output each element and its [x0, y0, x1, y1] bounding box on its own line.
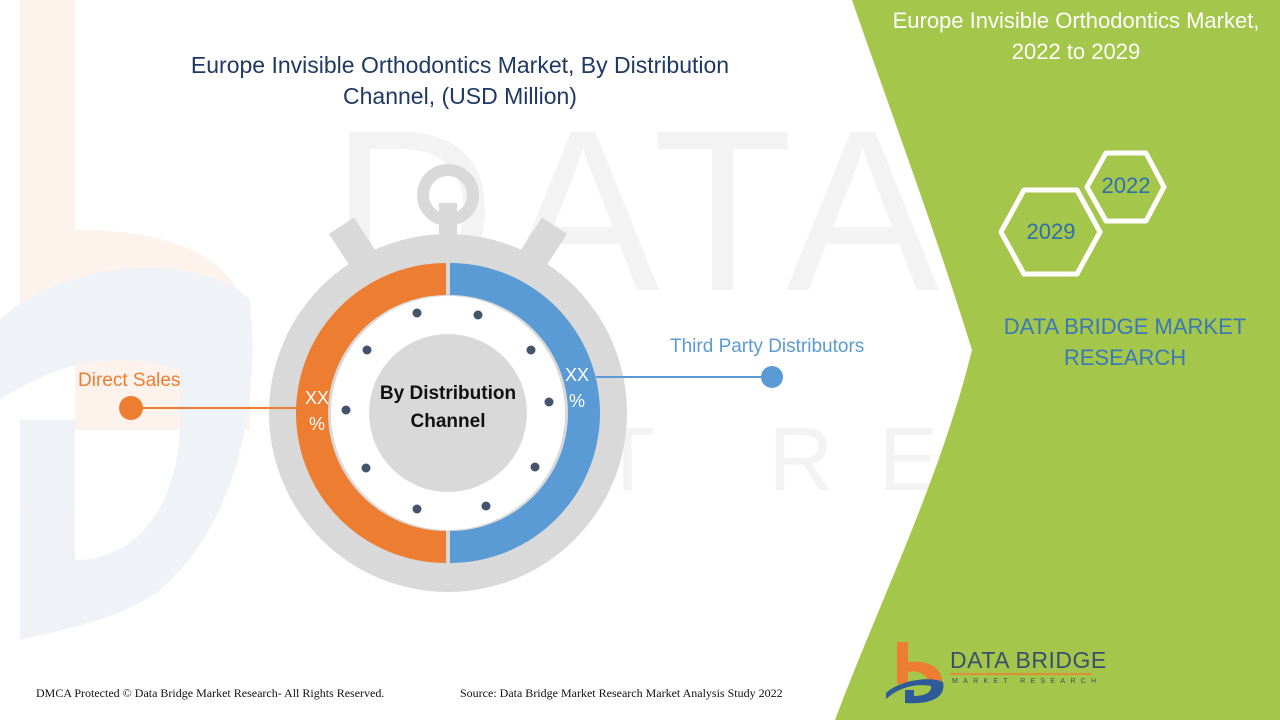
logo-name: DATA BRIDGE [950, 647, 1107, 673]
label-third-party-distributors: Third Party Distributors [670, 336, 865, 357]
watermark-logo-icon [0, 0, 253, 640]
footer-copyright: DMCA Protected © Data Bridge Market Rese… [36, 686, 385, 700]
logo-tagline: MARKET RESEARCH [952, 678, 1102, 685]
brand-line2: RESEARCH [1063, 345, 1187, 370]
hex-year-2022: 2022 [1101, 173, 1151, 198]
center-label-line2: Channel [410, 411, 486, 432]
chart-title: Europe Invisible Orthodontics Market, By… [140, 50, 780, 112]
panel-title-line1: Europe Invisible Orthodontics Market, [892, 8, 1260, 33]
value-third-party: XX % [557, 362, 597, 414]
value-direct-sales-line1: XX [304, 388, 329, 408]
donut-ring [296, 263, 600, 563]
center-label: By Distribution Channel [368, 380, 528, 436]
segment-direct-sales [296, 263, 446, 563]
label-direct-sales: Direct Sales [78, 370, 181, 391]
value-direct-sales-line2: % [308, 414, 325, 434]
hexagon-2029-icon [998, 187, 1103, 277]
panel-title: Europe Invisible Orthodontics Market, 20… [860, 5, 1280, 67]
brand-text: DATA BRIDGE MARKET RESEARCH [985, 311, 1265, 373]
value-direct-sales: XX % [297, 385, 337, 437]
segment-third-party [450, 263, 600, 563]
chart-title-line2: Channel, (USD Million) [343, 83, 577, 109]
brand-line1: DATA BRIDGE MARKET [1003, 314, 1247, 339]
leader-third-party [596, 366, 783, 388]
value-third-party-line1: XX [564, 365, 589, 385]
footer-source: Source: Data Bridge Market Research Mark… [460, 686, 783, 700]
panel-title-line2: 2022 to 2029 [1011, 39, 1141, 64]
chart-title-line1: Europe Invisible Orthodontics Market, By… [190, 52, 730, 78]
leader-direct-sales [119, 396, 300, 420]
data-bridge-logo-icon [886, 642, 1092, 704]
green-panel [835, 0, 1280, 720]
hex-year-2029: 2029 [1026, 219, 1076, 244]
dial-dots [341, 308, 554, 514]
hexagon-2022-icon [1084, 150, 1167, 224]
value-third-party-line2: % [568, 391, 585, 411]
center-label-line1: By Distribution [379, 383, 517, 404]
